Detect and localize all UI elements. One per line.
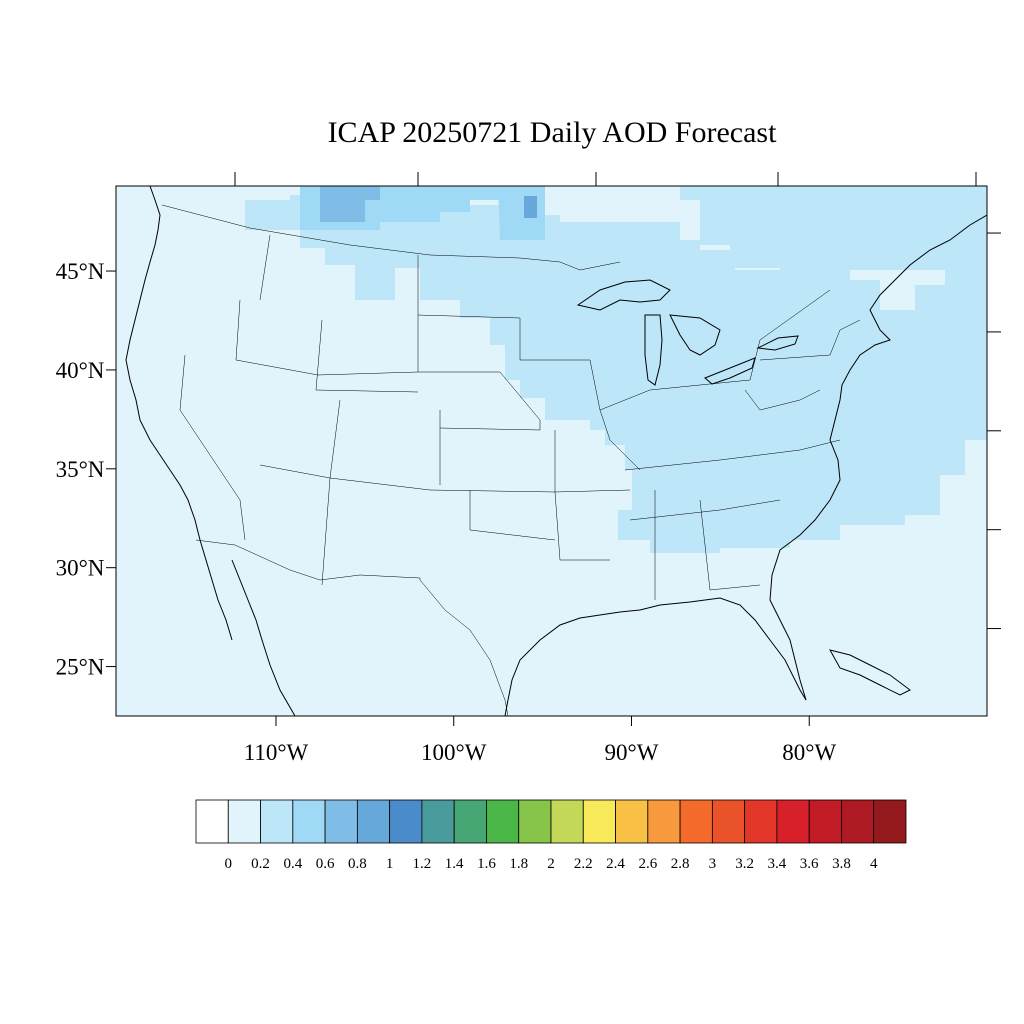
colorbar-swatch: [711, 799, 746, 844]
state-line: [629, 499, 781, 521]
lat-label: 40°N: [56, 358, 105, 383]
mexico-us-border: [195, 539, 509, 716]
state-line: [321, 399, 341, 586]
state-line: [259, 464, 631, 493]
colorbar-swatch: [292, 799, 326, 844]
lat-label: 45°N: [56, 259, 105, 284]
colorbar-swatch: [324, 799, 358, 844]
colorbar-swatch: [550, 799, 584, 844]
colorbar-label: 3.2: [735, 856, 754, 872]
longitude-labels: 110°W 100°W 90°W 80°W: [244, 740, 837, 765]
state-line: [759, 319, 861, 361]
state-line: [417, 314, 521, 360]
map-ticks: [106, 172, 1001, 726]
colorbar-label: 2.6: [638, 856, 657, 872]
colorbar-label: 0: [225, 856, 233, 872]
colorbar-swatch: [615, 799, 649, 844]
latitude-labels: 45°N 40°N 35°N 30°N 25°N: [56, 259, 105, 680]
colorbar-label: 2.4: [606, 856, 625, 872]
state-line: [654, 490, 761, 600]
colorbar-swatch: [841, 799, 875, 844]
aod-region-0.4-0.6: [498, 186, 545, 240]
lon-label: 80°W: [782, 740, 836, 765]
boundary-layer: [161, 204, 861, 716]
colorbar-label: 3.4: [768, 856, 787, 872]
pacific-coastline: [125, 186, 201, 541]
colorbar-swatch: [260, 799, 294, 844]
lon-label: 110°W: [244, 740, 309, 765]
state-line: [554, 430, 610, 561]
colorbar-label: 0.4: [283, 856, 302, 872]
colorbar-swatch: [486, 799, 520, 844]
aod-region-0.2-0.4: [190, 195, 987, 553]
state-line: [744, 389, 821, 411]
colorbar-swatch: [808, 799, 842, 844]
colorbar-label: 1.4: [445, 856, 464, 872]
state-line: [599, 289, 831, 411]
map-title: ICAP 20250721 Daily AOD Forecast: [328, 116, 778, 149]
lake-ontario: [756, 335, 799, 351]
aod-colorbar: [195, 799, 907, 844]
canada-us-border: [161, 204, 621, 271]
colorbar-label: 1.2: [413, 856, 432, 872]
colorbar-label: 3: [709, 856, 717, 872]
state-line: [179, 354, 246, 541]
state-line: [418, 371, 541, 431]
colorbar-swatch: [453, 799, 487, 844]
colorbar-label: 0.8: [348, 856, 367, 872]
aod-region-0.6-0.8: [320, 186, 380, 222]
colorbar-label: 4: [870, 856, 878, 872]
map-plot-area: [116, 186, 987, 716]
cuba-coastline: [829, 649, 911, 696]
state-line: [469, 490, 556, 541]
lon-label: 100°W: [421, 740, 487, 765]
gulf-coastline: [504, 597, 807, 716]
colorbar-label: 0.2: [251, 856, 270, 872]
aod-colorbar-labels: 0 0.2 0.4 0.6 0.8 1 1.2 1.4 1.6 1.8 2 2.2 2.4 2.6 2.8 3…: [225, 856, 878, 872]
state-line: [624, 439, 841, 471]
colorbar-label: 2.8: [671, 856, 690, 872]
colorbar-swatch: [195, 799, 229, 844]
colorbar-label: 2: [547, 856, 555, 872]
colorbar-label: 3.8: [832, 856, 851, 872]
lake-huron: [669, 314, 721, 356]
mexico-pacific-coastline: [199, 539, 233, 641]
colorbar-label: 1: [386, 856, 394, 872]
state-line: [235, 255, 419, 376]
colorbar-swatch: [421, 799, 455, 844]
state-line: [259, 234, 271, 301]
colorbar-swatch: [776, 799, 810, 844]
lake-superior: [576, 279, 671, 311]
colorbar-swatch: [744, 799, 778, 844]
colorbar-label: 1.8: [509, 856, 528, 872]
colorbar-label: 2.2: [574, 856, 593, 872]
lat-label: 35°N: [56, 457, 105, 482]
lat-label: 25°N: [56, 655, 105, 680]
colorbar-swatch: [582, 799, 616, 844]
colorbar-swatch: [518, 799, 552, 844]
colorbar-swatch: [389, 799, 423, 844]
aod-region-0.6-0.8: [524, 196, 537, 218]
colorbar-swatch: [356, 799, 391, 844]
colorbar-swatch: [227, 799, 261, 844]
colorbar-swatch: [873, 799, 907, 844]
gulf-of-california-coastline: [231, 559, 296, 716]
lon-label: 90°W: [605, 740, 659, 765]
atlantic-coastline: [769, 214, 987, 701]
map-frame: [115, 185, 988, 717]
lat-label: 30°N: [56, 556, 105, 581]
coastline-layer: [125, 186, 987, 716]
colorbar-swatch: [679, 799, 713, 844]
aod-shading-layer: [190, 186, 987, 553]
lake-michigan: [644, 314, 663, 386]
colorbar-label: 3.6: [800, 856, 819, 872]
colorbar-label: 0.6: [316, 856, 335, 872]
colorbar-label: 1.6: [477, 856, 496, 872]
colorbar-swatch: [647, 799, 681, 844]
state-line: [315, 319, 419, 393]
